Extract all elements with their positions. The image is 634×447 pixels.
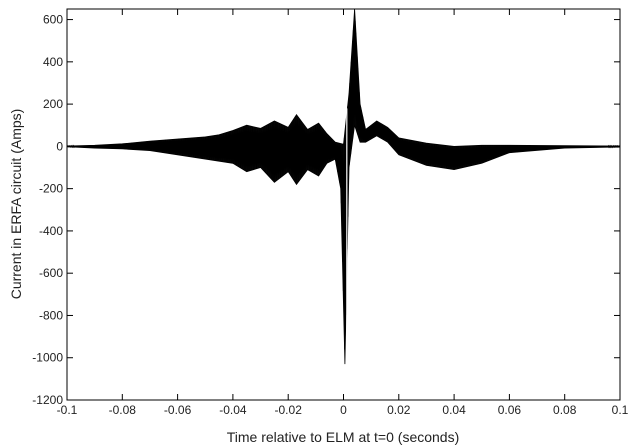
y-tick-label: 0 — [56, 139, 63, 153]
x-tick-label: 0.1 — [612, 403, 629, 417]
y-tick-label: 400 — [43, 55, 63, 69]
current-trace-series — [66, 8, 621, 365]
y-axis-label: Current in ERFA circuit (Amps) — [8, 109, 24, 300]
y-tick-label: 200 — [43, 97, 63, 111]
x-tick-label: -0.06 — [164, 403, 192, 417]
x-tick-label: 0.08 — [553, 403, 577, 417]
x-tick-label: 0.02 — [387, 403, 411, 417]
x-tick-label: -0.1 — [57, 403, 78, 417]
x-tick-label: -0.08 — [109, 403, 137, 417]
x-tick-label: 0.06 — [498, 403, 522, 417]
x-axis-ticks: -0.1 -0.08 -0.06 -0.04 -0.02 0 0.02 0.04 0.06 0.0… — [57, 9, 629, 417]
y-tick-label: -200 — [39, 182, 63, 196]
y-tick-label: -800 — [39, 308, 63, 322]
x-tick-label: -0.04 — [219, 403, 247, 417]
x-tick-label: -0.02 — [275, 403, 303, 417]
x-axis-label: Time relative to ELM at t=0 (seconds) — [227, 429, 460, 445]
signal-trace-line — [66, 8, 621, 350]
x-tick-label: 0 — [340, 403, 347, 417]
y-tick-label: -1000 — [32, 351, 63, 365]
y-tick-label: -400 — [39, 224, 63, 238]
y-tick-label: -1200 — [32, 393, 63, 407]
x-tick-label: 0.04 — [442, 403, 466, 417]
y-axis-ticks: -1200 -1000 -800 -600 -400 -200 0 200 400 600 — [32, 13, 620, 407]
y-tick-label: -600 — [39, 266, 63, 280]
y-tick-label: 600 — [43, 13, 63, 27]
